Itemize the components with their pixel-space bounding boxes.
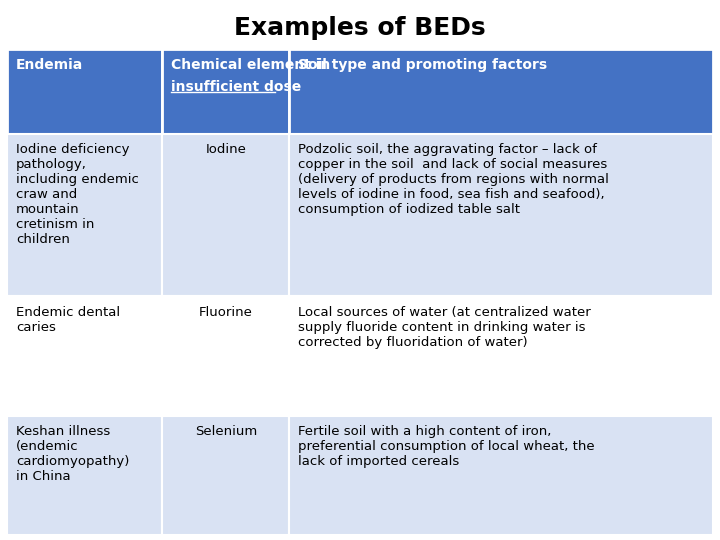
FancyBboxPatch shape: [163, 416, 289, 535]
Text: Fertile soil with a high content of iron,
preferential consumption of local whea: Fertile soil with a high content of iron…: [298, 426, 595, 468]
Text: Endemia: Endemia: [16, 58, 83, 72]
Text: Fluorine: Fluorine: [199, 306, 253, 319]
Text: Endemic dental
caries: Endemic dental caries: [16, 306, 120, 334]
Text: Chemical element in: Chemical element in: [171, 58, 330, 72]
Text: Keshan illness
(endemic
cardiomyopathy)
in China: Keshan illness (endemic cardiomyopathy) …: [16, 426, 129, 483]
Text: Iodine deficiency
pathology,
including endemic
craw and
mountain
cretinism in
ch: Iodine deficiency pathology, including e…: [16, 143, 139, 246]
FancyBboxPatch shape: [163, 296, 289, 416]
FancyBboxPatch shape: [289, 133, 713, 296]
Text: Selenium: Selenium: [195, 426, 257, 438]
FancyBboxPatch shape: [163, 133, 289, 296]
FancyBboxPatch shape: [7, 296, 163, 416]
FancyBboxPatch shape: [289, 49, 713, 133]
Text: Soil type and promoting factors: Soil type and promoting factors: [298, 58, 547, 72]
Text: Iodine: Iodine: [205, 143, 246, 157]
Text: insufficient dose: insufficient dose: [171, 80, 302, 94]
FancyBboxPatch shape: [163, 49, 289, 133]
Text: Local sources of water (at centralized water
supply fluoride content in drinking: Local sources of water (at centralized w…: [298, 306, 591, 349]
FancyBboxPatch shape: [7, 49, 163, 133]
FancyBboxPatch shape: [289, 416, 713, 535]
Text: Examples of BEDs: Examples of BEDs: [234, 16, 486, 40]
Text: Podzolic soil, the aggravating factor – lack of
copper in the soil  and lack of : Podzolic soil, the aggravating factor – …: [298, 143, 609, 217]
FancyBboxPatch shape: [289, 296, 713, 416]
FancyBboxPatch shape: [7, 133, 163, 296]
FancyBboxPatch shape: [7, 416, 163, 535]
